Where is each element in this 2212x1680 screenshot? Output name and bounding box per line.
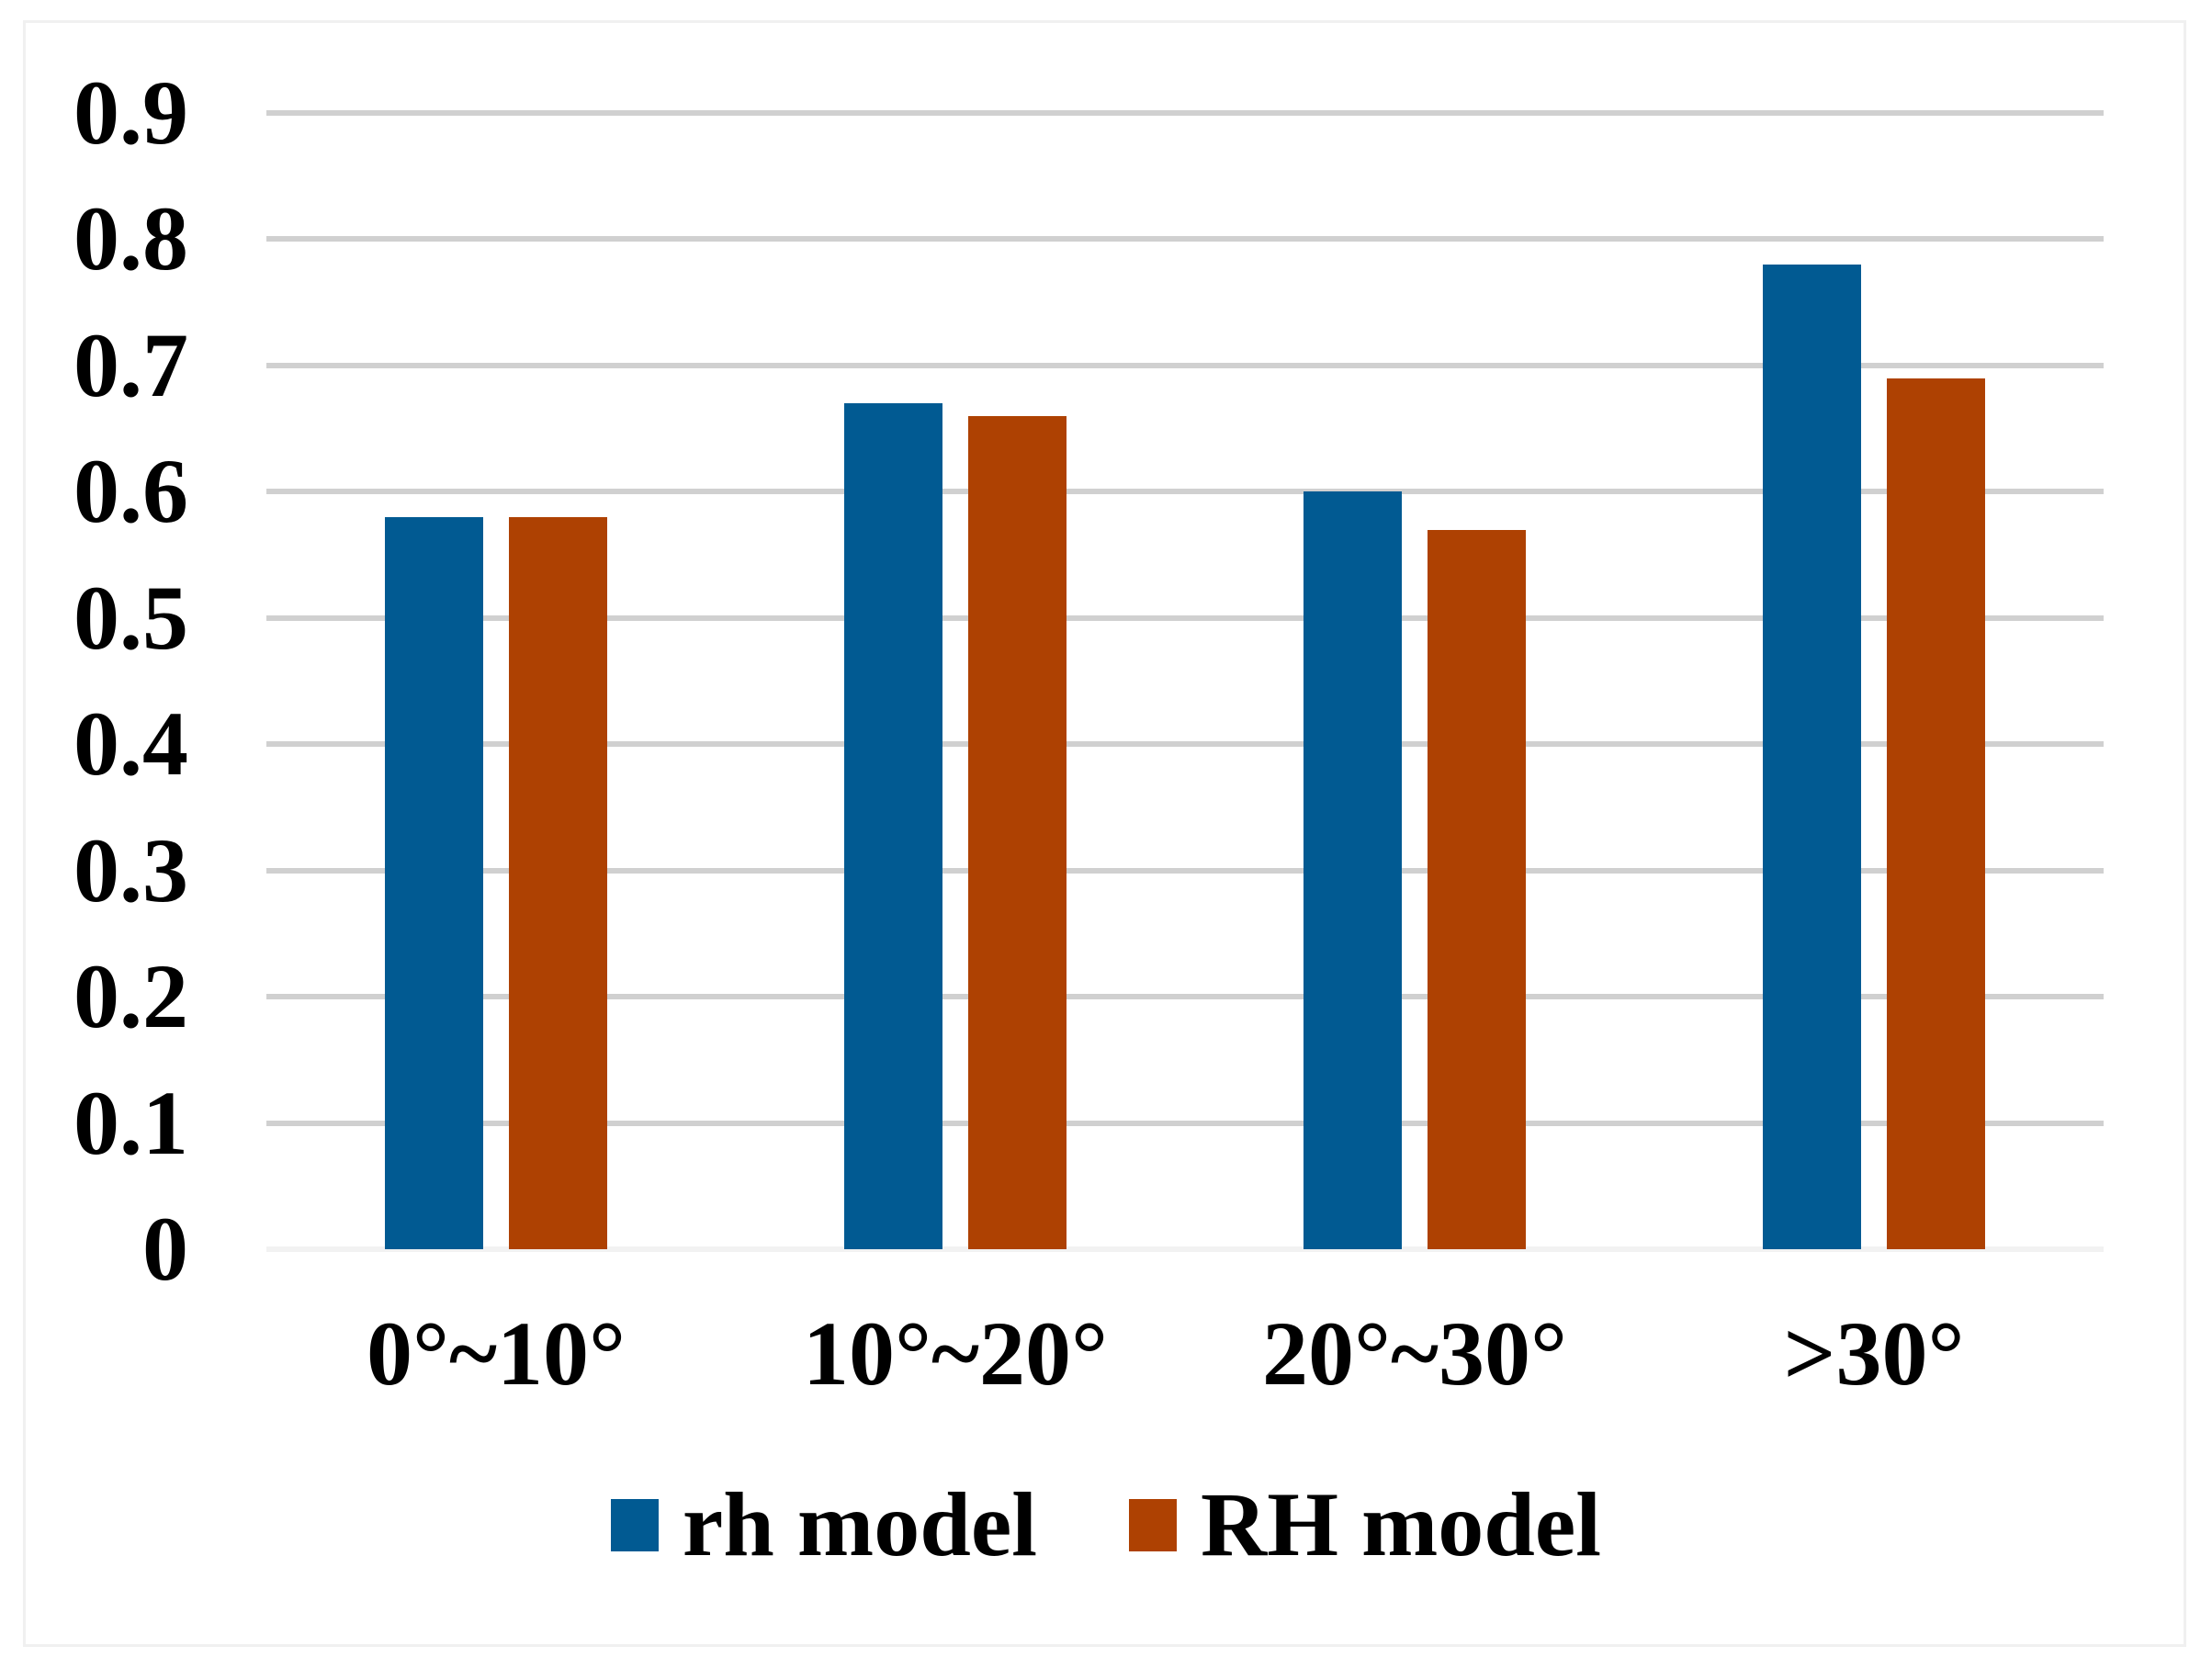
legend-item-RH-model: RH model — [1129, 1479, 1601, 1571]
gridline — [266, 362, 2104, 368]
y-axis-tick-label: 0.9 — [73, 62, 188, 163]
y-axis-tick-label: 0.6 — [73, 440, 188, 543]
gridline — [266, 994, 2104, 1000]
bar-RH-model-10°~20° — [968, 415, 1066, 1249]
x-axis-line — [266, 1246, 2104, 1252]
y-axis-tick-label: 0.1 — [73, 1071, 188, 1174]
chart-frame — [23, 20, 2186, 1647]
gridline — [266, 489, 2104, 495]
bar-rh-model-0°~10° — [385, 516, 483, 1249]
bar-RH-model-0°~10° — [509, 516, 607, 1249]
bar-rh-model->30° — [1763, 264, 1861, 1249]
y-axis-tick-label: 0.3 — [73, 818, 188, 921]
x-axis-label: 10°~20° — [803, 1302, 1108, 1404]
legend-item-rh-model: rh model — [610, 1473, 1037, 1575]
x-axis-label: >30° — [1783, 1302, 1965, 1404]
y-axis-tick-label: 0.5 — [73, 566, 188, 669]
legend-label: RH model — [1201, 1473, 1602, 1575]
legend-label: rh model — [682, 1473, 1037, 1575]
bar-RH-model->30° — [1887, 378, 1985, 1249]
x-axis-label: 0°~10° — [367, 1302, 626, 1404]
y-axis-tick-label: 0.7 — [73, 313, 188, 416]
bar-RH-model-20°~30° — [1428, 529, 1526, 1249]
plot-area — [266, 110, 2104, 1252]
legend-swatch-rh-model — [610, 1498, 659, 1551]
x-axis-label: 20°~30° — [1262, 1302, 1567, 1404]
y-axis-tick-label: 0.4 — [73, 693, 188, 795]
bar-rh-model-10°~20° — [844, 403, 942, 1249]
gridline — [266, 110, 2104, 116]
gridline — [266, 614, 2104, 621]
y-axis-tick-label: 0.8 — [73, 187, 188, 290]
bar-rh-model-20°~30° — [1304, 491, 1402, 1249]
gridline — [266, 1120, 2104, 1126]
legend-swatch-RH-model — [1129, 1498, 1177, 1551]
y-axis-tick-label: 0.2 — [73, 945, 188, 1048]
gridline — [266, 741, 2104, 748]
legend: rh model RH model — [0, 1470, 2212, 1580]
y-axis-tick-label: 0 — [142, 1198, 188, 1300]
gridline — [266, 867, 2104, 874]
gridline — [266, 236, 2104, 242]
